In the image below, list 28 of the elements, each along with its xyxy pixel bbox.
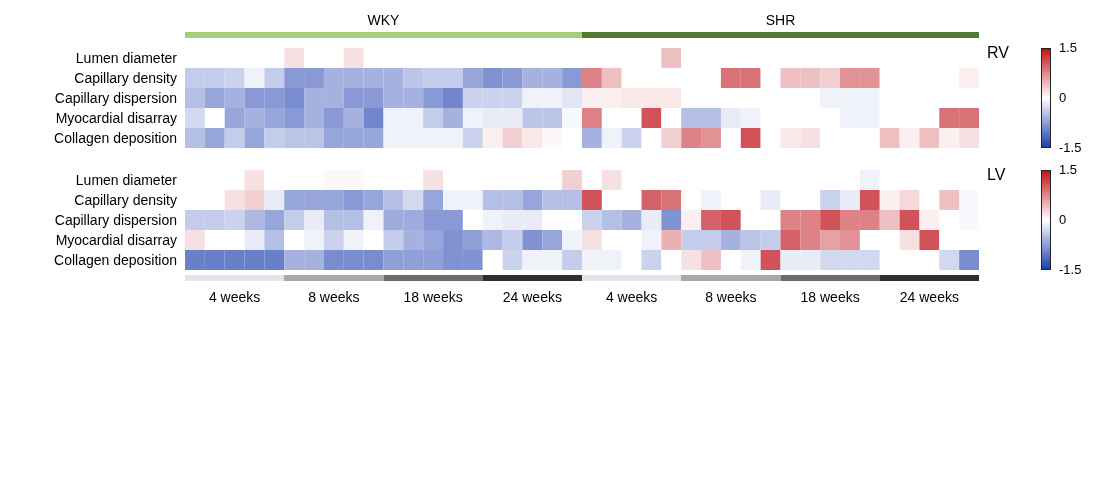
- color-bar-label: -1.5: [1059, 262, 1082, 278]
- y-tick-label: Capillary density: [74, 69, 177, 86]
- text: SHR: [764, 12, 797, 28]
- x-tick-label: 4 weeks: [208, 288, 261, 305]
- y-tick-label: Collagen deposition: [54, 129, 177, 146]
- text: WKY: [366, 12, 401, 28]
- x-tick-label: 18 weeks: [403, 288, 463, 305]
- y-tick-label: Capillary density: [74, 191, 177, 208]
- color-bar-label: -1.5: [1059, 140, 1082, 156]
- x-tick-label: 4 weeks: [605, 288, 658, 305]
- y-tick-label: Lumen diameter: [75, 171, 178, 188]
- color-bar-label: 0: [1059, 90, 1067, 106]
- y-tick-label: Lumen diameter: [75, 49, 178, 66]
- text: LV: [987, 166, 1006, 184]
- color-bar-label: 0: [1059, 212, 1067, 228]
- y-tick-label: Myocardial disarray: [55, 109, 177, 126]
- y-tick-label: Myocardial disarray: [55, 231, 177, 248]
- y-tick-label: Collagen deposition: [54, 251, 177, 268]
- x-tick-label: 18 weeks: [800, 288, 860, 305]
- color-bar-label: 1.5: [1059, 40, 1078, 56]
- x-tick-label: 8 weeks: [705, 288, 757, 305]
- y-tick-label: Capillary dispersion: [54, 89, 177, 106]
- y-tick-label: Capillary dispersion: [54, 211, 177, 228]
- text: RV: [987, 44, 1009, 62]
- color-bar-label: 1.5: [1059, 162, 1078, 178]
- x-tick-label: 24 weeks: [899, 288, 959, 305]
- x-tick-label: 8 weeks: [308, 288, 360, 305]
- x-tick-label: 24 weeks: [502, 288, 562, 305]
